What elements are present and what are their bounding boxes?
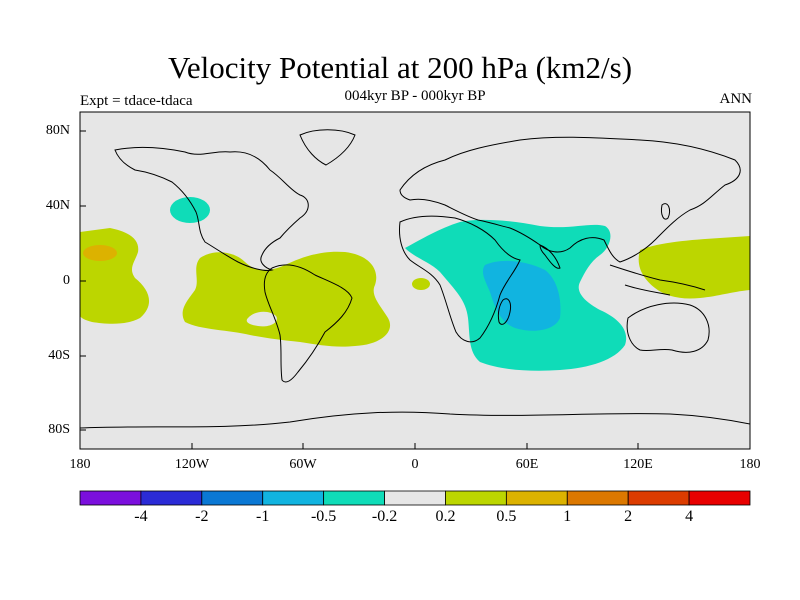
neutral-hole [246,311,277,327]
x-tick-label: 60E [515,457,539,472]
coastline-japan [661,203,671,220]
positive-anomaly-region [182,251,391,347]
x-tick-label: 120E [623,457,653,472]
coastline-greenland [299,129,356,166]
x-tick-label: 180 [739,457,761,472]
negative-anomaly-region [170,197,210,223]
colorbar-swatch [688,490,751,506]
colorbar-swatch [323,490,385,506]
negative-max-region [482,260,561,331]
coastline-north-america [114,146,309,271]
colorbar-swatch [201,490,264,506]
colorbar-swatch [505,490,568,506]
colorbar-swatch [384,490,446,506]
positive-anomaly-region [638,236,750,299]
experiment-label: Expt = tdace-tdaca [80,93,193,109]
coastlines [80,129,750,429]
x-tick-label: 120W [174,457,210,472]
colorbar-swatch [445,490,507,506]
positive-max-region [83,245,117,261]
colorbar-label: -0.2 [371,508,398,525]
y-tick-label: 40S [48,348,70,363]
y-tick-label: 0 [63,273,70,288]
coastline-india [539,244,561,269]
colorbar-swatch [262,490,325,506]
coastline-antarctica [80,411,750,429]
colorbar-label: 2 [624,508,633,525]
x-tick-label: 180 [69,457,91,472]
colorbar-label: -0.5 [310,508,337,525]
contour-fills [80,197,750,371]
positive-anomaly-region [412,278,430,290]
colorbar-label: 4 [685,508,694,525]
y-tick-label: 40N [45,198,70,213]
map-subtitle: 004kyr BP - 000kyr BP [344,88,486,104]
y-tick-label: 80S [48,422,70,437]
coastline-indonesia [609,264,706,296]
coastline-madagascar [497,298,511,325]
colorbar [79,490,751,506]
colorbar-label: -2 [195,508,209,525]
coastline-south-america [263,264,353,383]
colorbar-label: 0.5 [496,508,517,525]
coastline-australia [626,302,710,353]
y-tick-label: 80N [45,123,70,138]
colorbar-swatch [79,490,142,506]
coastline-africa [399,215,521,343]
season-label: ANN [719,91,753,107]
colorbar-label: -4 [134,508,148,525]
map-title: Velocity Potential at 200 hPa (km2/s) [167,50,633,85]
tick-marks [79,130,751,449]
colorbar-swatch [140,490,203,506]
colorbar-label: 1 [563,508,572,525]
colorbar-label: 0.2 [435,508,456,525]
colorbar-swatch [627,490,690,506]
colorbar-label: -1 [256,508,270,525]
colorbar-swatch [566,490,629,506]
coastline-eurasia [399,136,741,263]
x-tick-label: 60W [289,457,317,472]
x-tick-label: 0 [411,457,419,472]
